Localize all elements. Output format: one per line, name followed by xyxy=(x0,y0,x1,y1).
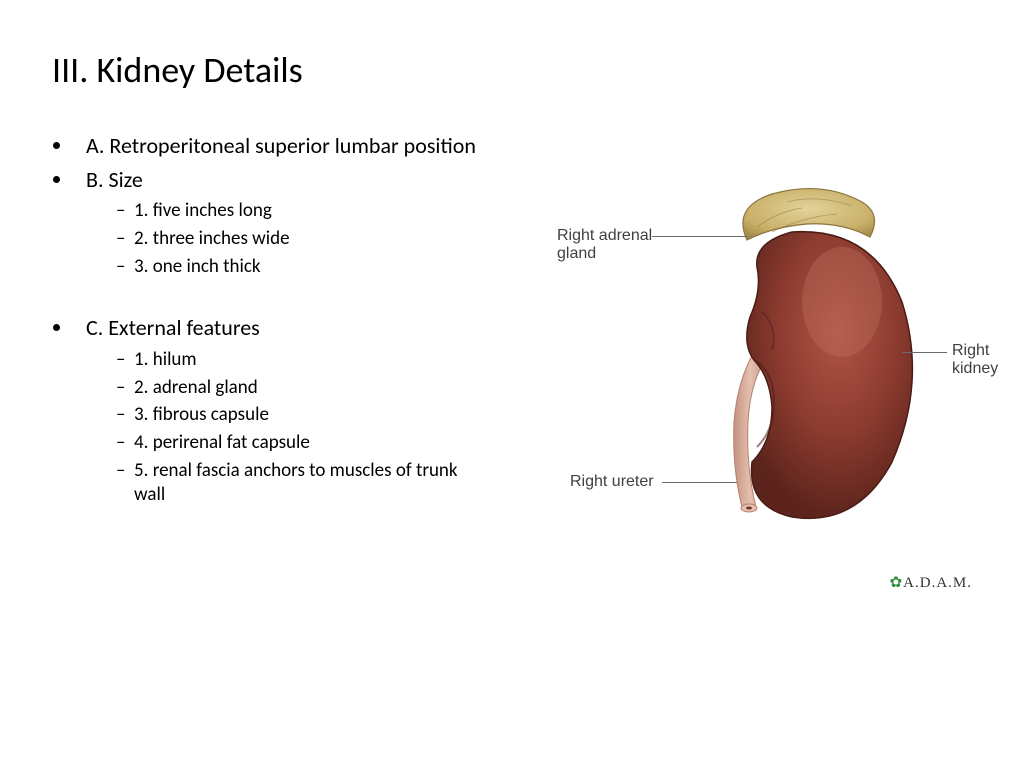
bullet-c3: 3. fibrous capsule xyxy=(116,403,482,427)
bullet-c2: 2. adrenal gland xyxy=(116,376,482,400)
slide-title: III. Kidney Details xyxy=(52,48,972,92)
slide-content: A. Retroperitoneal superior lumbar posit… xyxy=(52,132,972,592)
bullet-b: B. Size xyxy=(74,166,482,194)
image-column: Right adrenal gland Right kidney Right u… xyxy=(482,132,1002,592)
kidney-diagram: Right adrenal gland Right kidney Right u… xyxy=(522,172,1002,592)
label-kidney: Right kidney xyxy=(952,342,1002,379)
text-column: A. Retroperitoneal superior lumbar posit… xyxy=(52,132,482,592)
bullet-c4: 4. perirenal fat capsule xyxy=(116,431,482,455)
bullet-b3: 3. one inch thick xyxy=(116,255,482,279)
label-adrenal: Right adrenal gland xyxy=(557,227,657,264)
bullet-c5: 5. renal fascia anchors to muscles of tr… xyxy=(116,459,482,507)
bullet-b2: 2. three inches wide xyxy=(116,227,482,251)
attribution: ✿A.D.A.M. xyxy=(890,573,972,592)
bullet-c: C. External features xyxy=(74,314,482,342)
leaf-icon: ✿ xyxy=(890,575,904,591)
label-ureter: Right ureter xyxy=(570,473,654,491)
bullet-a: A. Retroperitoneal superior lumbar posit… xyxy=(74,132,482,160)
bullet-b1: 1. five inches long xyxy=(116,199,482,223)
bullet-c1: 1. hilum xyxy=(116,348,482,372)
